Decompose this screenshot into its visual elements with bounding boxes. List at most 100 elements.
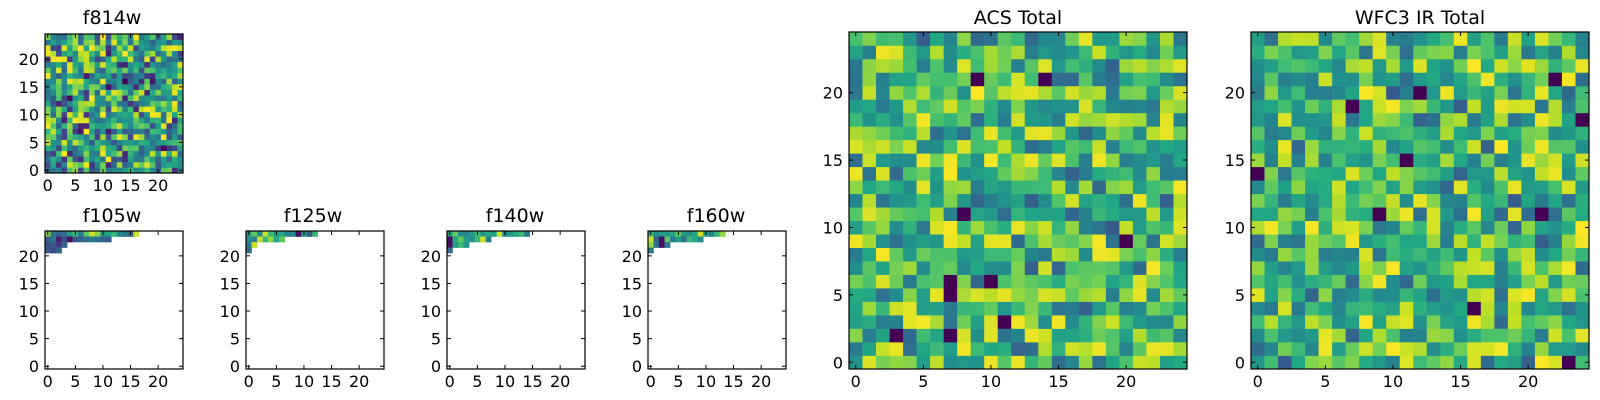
heatmap-cell	[246, 242, 252, 248]
heatmap-cell	[1386, 342, 1401, 356]
heatmap-cell	[1132, 112, 1147, 127]
heatmap-cell	[1413, 328, 1428, 343]
heatmap-cell	[1561, 261, 1576, 275]
heatmap-cell	[1345, 180, 1360, 195]
x-tick-label: 5	[70, 176, 80, 195]
heatmap-cell	[1051, 315, 1066, 329]
heatmap-cell	[149, 95, 156, 102]
y-tick-label: 10	[220, 302, 240, 321]
heatmap-cell	[72, 117, 79, 124]
heatmap-cell	[1359, 315, 1373, 329]
heatmap-cell	[862, 220, 877, 235]
heatmap-cell	[1413, 315, 1428, 329]
heatmap-cell	[1318, 234, 1333, 248]
heatmap-cell	[1548, 288, 1563, 302]
heatmap-cell	[1345, 85, 1360, 100]
heatmap-cell	[1065, 261, 1080, 275]
heatmap-cell	[1467, 180, 1482, 195]
heatmap-cell	[149, 84, 156, 90]
heatmap-cell	[1440, 193, 1455, 208]
heatmap-cell	[1318, 355, 1333, 370]
heatmap-cell	[1278, 58, 1292, 73]
heatmap-cell	[67, 139, 73, 146]
heatmap-cell	[1024, 207, 1039, 222]
heatmap-cell	[1426, 355, 1441, 370]
heatmap-cell	[83, 145, 90, 152]
heatmap-cell	[105, 145, 112, 152]
heatmap-cell	[133, 56, 140, 63]
heatmap-cell	[72, 67, 79, 74]
heatmap-cell	[943, 247, 958, 262]
heatmap-cell	[659, 236, 665, 243]
heatmap-cell	[61, 84, 68, 90]
heatmap-cell	[903, 85, 917, 100]
heatmap-cell	[251, 242, 258, 248]
heatmap-cell	[1426, 328, 1441, 343]
heatmap-cell	[133, 150, 140, 157]
heatmap-cell	[1494, 72, 1509, 87]
heatmap-cell	[1105, 220, 1120, 235]
heatmap-cell	[144, 72, 151, 79]
heatmap-cell	[1024, 274, 1039, 289]
heatmap-cell	[133, 106, 140, 113]
heatmap-cell	[116, 89, 123, 96]
heatmap-cell	[1291, 180, 1306, 195]
heatmap-cell	[1011, 342, 1026, 356]
heatmap-cell	[1453, 153, 1468, 168]
heatmap-cell	[1318, 85, 1333, 100]
heatmap-cell	[916, 112, 931, 127]
heatmap-cell	[943, 153, 958, 168]
heatmap-cell	[1534, 166, 1549, 181]
heatmap-cell	[1494, 288, 1509, 302]
heatmap-cell	[155, 139, 162, 146]
heatmap-cell	[1078, 153, 1093, 168]
heatmap-cell	[1011, 193, 1026, 208]
heatmap-cell	[89, 111, 95, 118]
heatmap-cell	[1092, 99, 1107, 114]
heatmap-cell	[89, 56, 95, 63]
heatmap-cell	[1467, 193, 1482, 208]
heatmap-cell	[997, 247, 1012, 262]
heatmap-cell	[485, 236, 492, 243]
heatmap-cell	[1119, 207, 1134, 222]
heatmap-cell	[144, 84, 151, 90]
heatmap-cell	[970, 72, 985, 87]
heatmap-cell	[876, 261, 890, 275]
heatmap-cell	[1065, 85, 1080, 100]
heatmap-cell	[1345, 112, 1360, 127]
heatmap-cell	[78, 39, 84, 46]
heatmap-cell	[1291, 220, 1306, 235]
heatmap-cell	[1399, 58, 1414, 73]
heatmap-cell	[1345, 72, 1360, 87]
heatmap-cell	[56, 145, 62, 152]
heatmap-cell	[1024, 261, 1039, 275]
heatmap-cell	[916, 58, 931, 73]
heatmap-cell	[100, 139, 107, 146]
heatmap-cell	[1065, 355, 1080, 370]
heatmap-cell	[111, 134, 118, 140]
heatmap-cell	[1480, 355, 1495, 370]
heatmap-cell	[1132, 193, 1147, 208]
heatmap-cell	[1092, 32, 1107, 46]
heatmap-cell	[970, 247, 985, 262]
heatmap-cell	[166, 122, 173, 129]
heatmap-cell	[1494, 99, 1509, 114]
heatmap-cell	[56, 236, 62, 243]
heatmap-cell	[1534, 328, 1549, 343]
heatmap-cell	[1480, 247, 1495, 262]
heatmap-cell	[111, 84, 118, 90]
heatmap-cell	[171, 128, 178, 135]
heatmap-cell	[1521, 274, 1536, 289]
heatmap-cell	[1521, 180, 1536, 195]
heatmap-cell	[876, 247, 890, 262]
heatmap-cell	[160, 39, 167, 46]
heatmap-cell	[144, 67, 151, 74]
heatmap-cell	[1548, 32, 1563, 46]
heatmap-cell	[78, 61, 84, 68]
heatmap-cell	[1038, 193, 1053, 208]
heatmap-cell	[943, 193, 958, 208]
heatmap-cell	[1305, 328, 1319, 343]
heatmap-cell	[160, 156, 167, 163]
heatmap-cell	[518, 231, 525, 237]
heatmap-cell	[78, 106, 84, 113]
